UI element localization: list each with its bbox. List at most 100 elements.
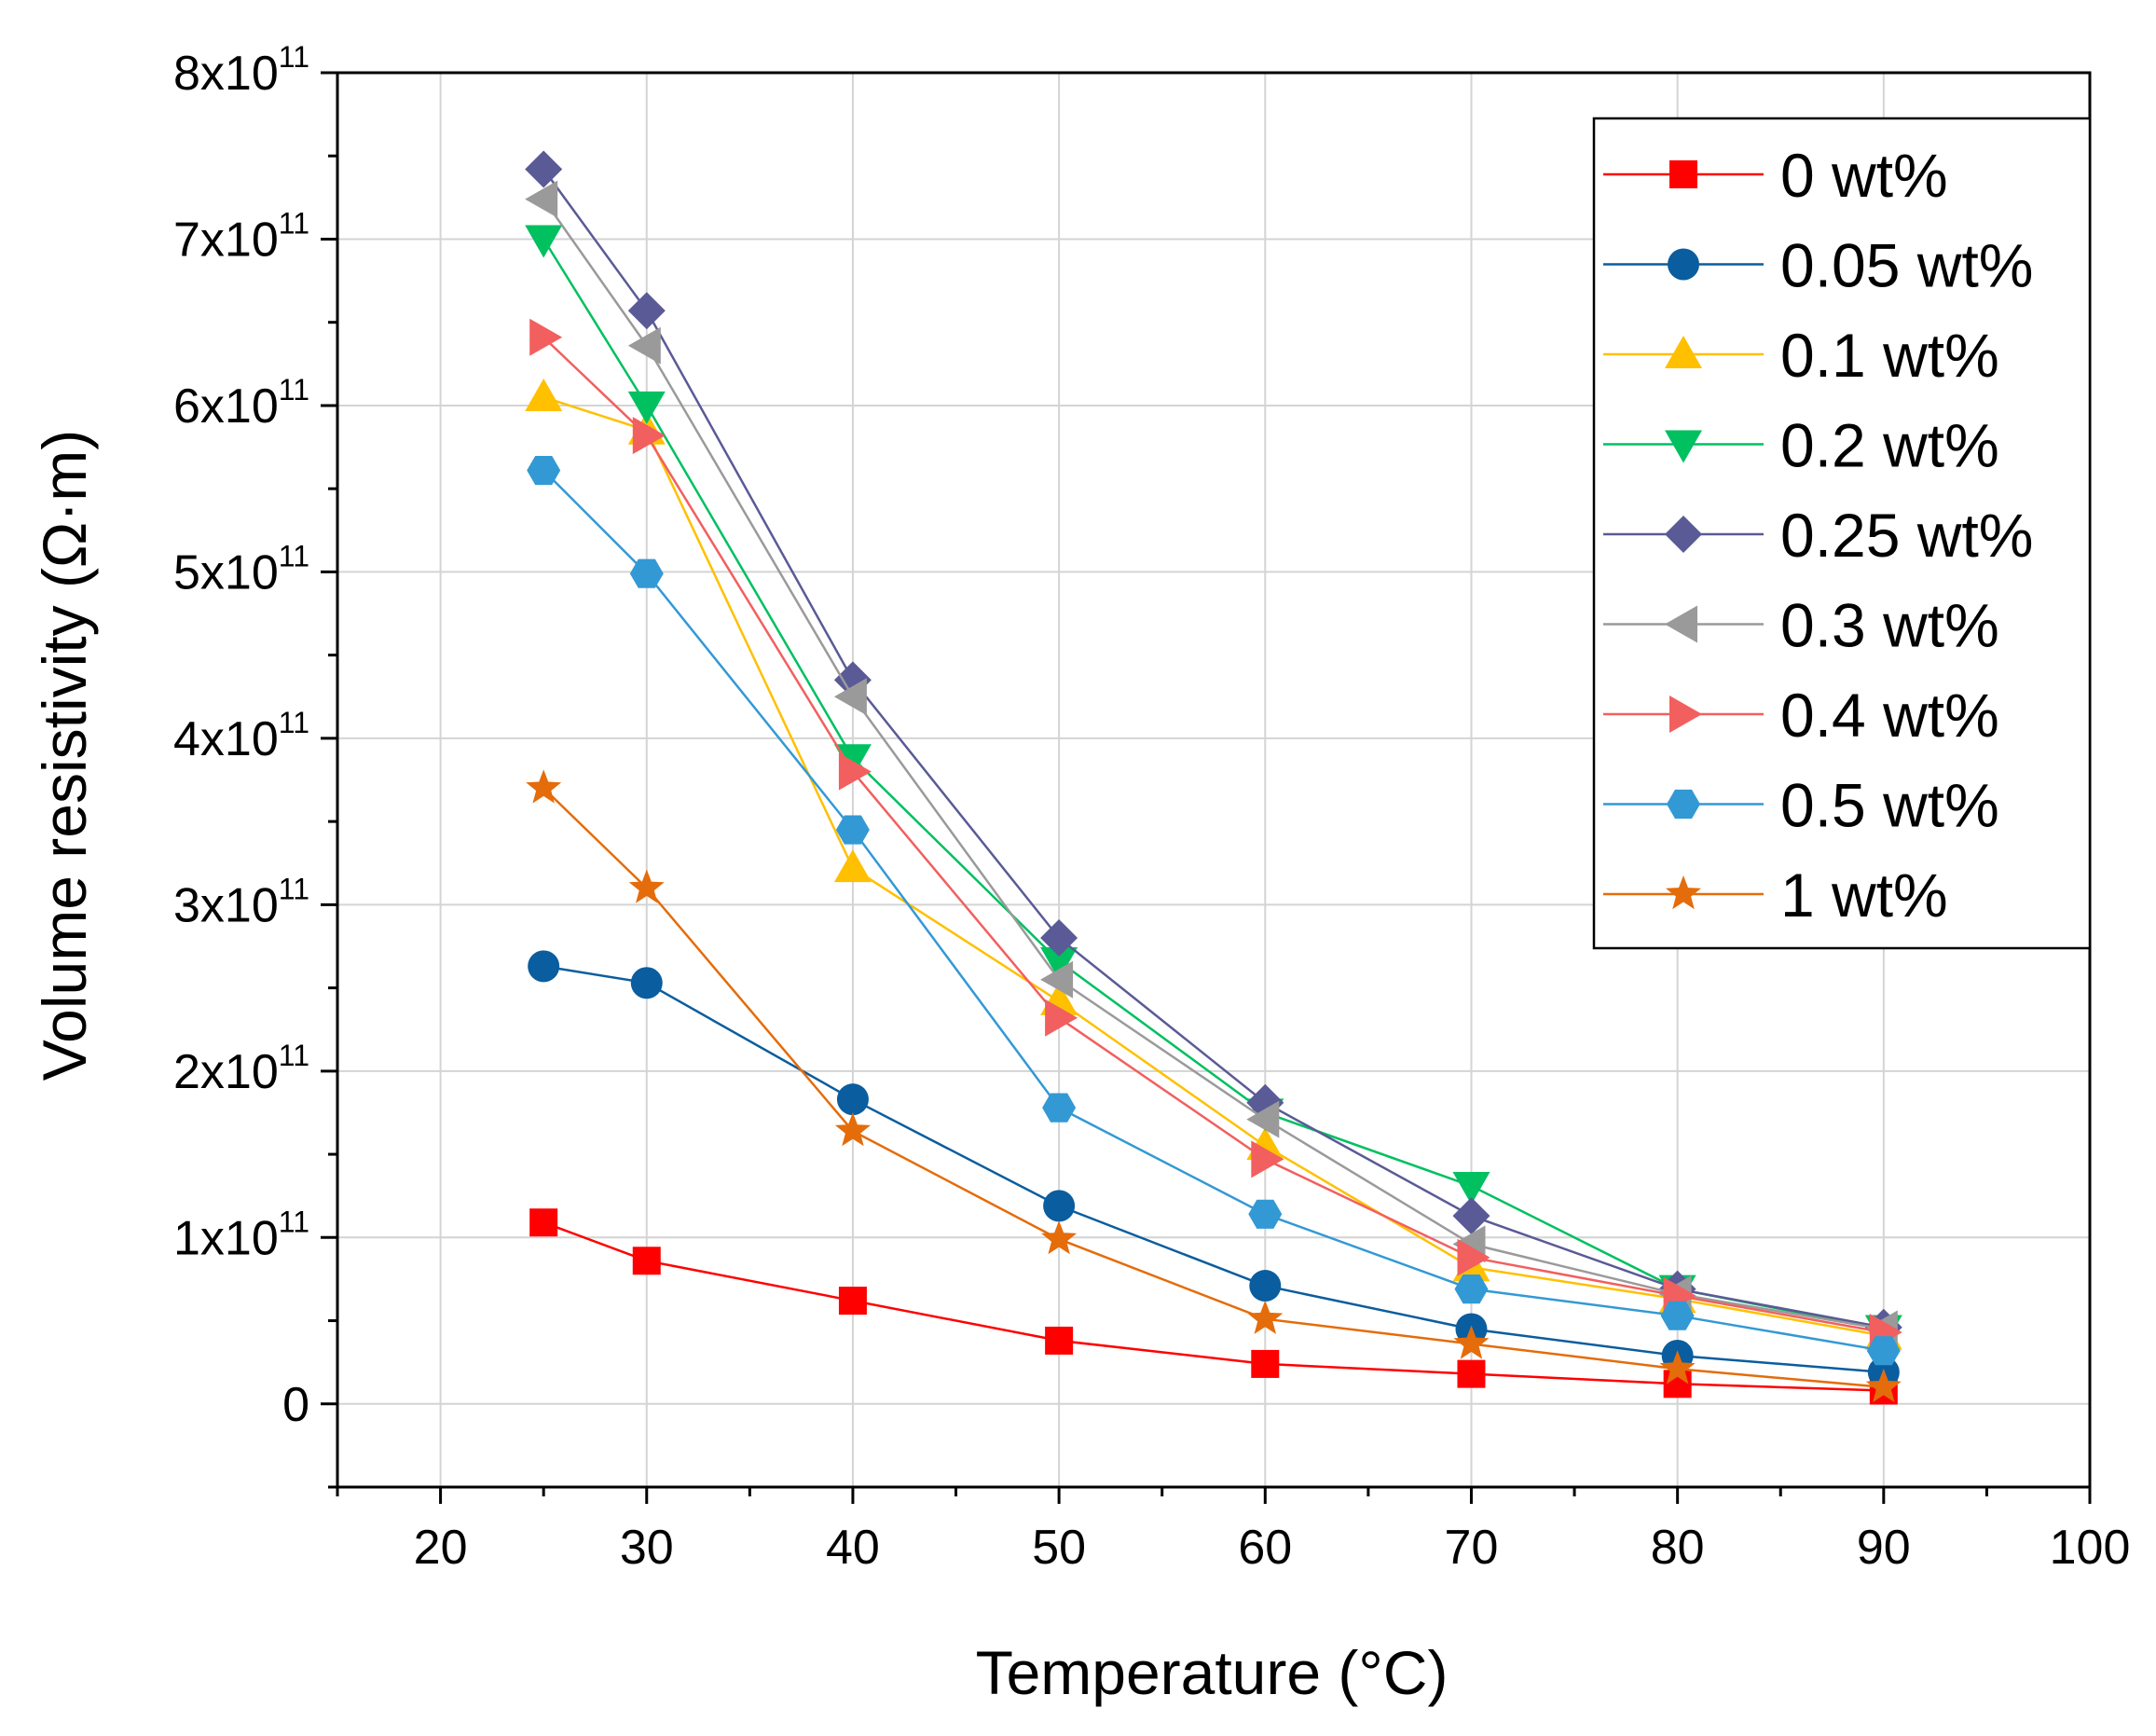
legend-marker	[1665, 430, 1702, 463]
legend-item: 0.25 wt%	[1603, 501, 2033, 570]
y-tick-mantissa: 5x10	[173, 545, 279, 599]
data-point	[1045, 1326, 1074, 1355]
data-point	[1660, 1301, 1695, 1330]
data-point	[525, 379, 563, 411]
legend-item: 0.2 wt%	[1603, 411, 1999, 480]
data-point	[834, 1112, 871, 1147]
y-tick-label: 0	[282, 1378, 309, 1432]
legend-label: 0.1 wt%	[1780, 321, 1999, 390]
data-point	[1659, 1350, 1696, 1385]
y-tick-label: 5x1011	[173, 539, 309, 599]
x-tick-label: 100	[2050, 1521, 2131, 1575]
axes: 20 30 40 50 60 70 80 90 10001x10112x10113x10114x…	[173, 40, 2130, 1575]
legend-item: 0 wt%	[1603, 141, 1948, 210]
y-tick-exponent: 11	[279, 872, 309, 905]
data-point	[1457, 1238, 1490, 1276]
legend-label: 0.4 wt%	[1780, 681, 1999, 750]
x-tick-label: 40	[826, 1521, 880, 1575]
y-tick-label: 8x1011	[173, 40, 309, 101]
data-point	[1040, 919, 1078, 957]
data-point	[1247, 1300, 1284, 1334]
legend-label: 0 wt%	[1780, 141, 1948, 210]
data-point	[1248, 1199, 1283, 1229]
data-point	[1041, 1220, 1078, 1255]
series-0-wt	[529, 1208, 1898, 1405]
legend-marker	[1669, 696, 1702, 733]
data-point	[1251, 1140, 1284, 1178]
series-line	[542, 787, 1884, 1389]
x-tick-label: 30	[620, 1521, 674, 1575]
y-tick-mantissa: 3x10	[173, 878, 279, 932]
data-point	[525, 225, 563, 258]
legend-label: 0.25 wt%	[1780, 501, 2033, 570]
legend-marker	[1668, 248, 1699, 281]
data-point	[525, 180, 558, 218]
y-tick-mantissa: 7x10	[173, 213, 279, 267]
y-tick-label: 2x1011	[173, 1039, 309, 1099]
y-tick-exponent: 11	[279, 373, 309, 406]
series-line	[542, 168, 1885, 1329]
data-point	[529, 1208, 558, 1237]
data-point	[1865, 1368, 1902, 1403]
data-point	[1249, 1270, 1282, 1302]
x-tick-label: 50	[1032, 1521, 1086, 1575]
data-point	[529, 318, 563, 356]
series-1-wt	[526, 769, 1902, 1403]
y-tick-label: 6x1011	[173, 373, 309, 434]
y-tick-label: 3x1011	[173, 872, 309, 932]
legend-item: 0.5 wt%	[1603, 771, 1999, 840]
series-line	[542, 469, 1885, 1352]
data-point	[629, 558, 664, 588]
y-tick-exponent: 11	[279, 40, 309, 74]
data-point	[835, 815, 870, 845]
y-tick-label: 7x1011	[173, 206, 309, 267]
data-point	[527, 456, 561, 486]
x-tick-label: 60	[1238, 1521, 1292, 1575]
y-tick-mantissa: 1x10	[173, 1211, 279, 1265]
data-point	[838, 1287, 867, 1316]
y-tick-label: 1x1011	[173, 1205, 309, 1265]
data-point	[836, 1083, 869, 1116]
legend-label: 1 wt%	[1780, 861, 1948, 930]
series-line	[542, 238, 1885, 1330]
series-line	[542, 395, 1885, 1337]
series-line	[543, 965, 1884, 1374]
data-point	[1454, 1274, 1489, 1304]
legend-marker	[1665, 336, 1702, 368]
legend: 0 wt% 0.05 wt% 0.1 wt% 0.2 wt% 0.25 wt% 0.3 w…	[1592, 117, 2092, 950]
data-point	[1042, 1093, 1077, 1123]
legend-marker	[1669, 160, 1697, 188]
data-point	[1246, 1100, 1280, 1138]
data-point	[1452, 1172, 1490, 1205]
y-tick-mantissa: 0	[282, 1378, 309, 1432]
data-point	[632, 417, 666, 455]
y-tick-mantissa: 2x10	[173, 1045, 279, 1099]
data-point	[833, 849, 872, 883]
data-point	[1457, 1359, 1486, 1388]
x-tick-label: 70	[1445, 1521, 1499, 1575]
data-point	[1045, 999, 1078, 1037]
data-point	[1040, 947, 1078, 980]
series-0-5-wt	[527, 456, 1901, 1366]
series-group	[525, 150, 1902, 1405]
data-point	[525, 150, 563, 188]
y-tick-exponent: 11	[279, 706, 309, 739]
legend-marker	[1665, 605, 1697, 643]
data-point	[632, 1247, 661, 1275]
legend-label: 0.5 wt%	[1780, 771, 1999, 840]
legend-item: 1 wt%	[1603, 861, 1948, 930]
y-axis-title: Volume resistivity (Ω·m)	[30, 430, 99, 1081]
data-point	[1040, 960, 1074, 999]
data-point	[833, 678, 867, 716]
data-point	[628, 869, 665, 903]
y-tick-mantissa: 8x10	[173, 47, 279, 101]
data-point	[838, 752, 872, 791]
x-tick-label: 20	[414, 1521, 468, 1575]
data-point	[627, 326, 661, 365]
legend-item: 0.05 wt%	[1603, 231, 2033, 300]
legend-item: 0.4 wt%	[1603, 681, 1999, 750]
series-line	[542, 336, 1885, 1334]
series-line	[542, 1221, 1884, 1392]
x-axis-title: Temperature (°C)	[976, 1638, 1449, 1707]
